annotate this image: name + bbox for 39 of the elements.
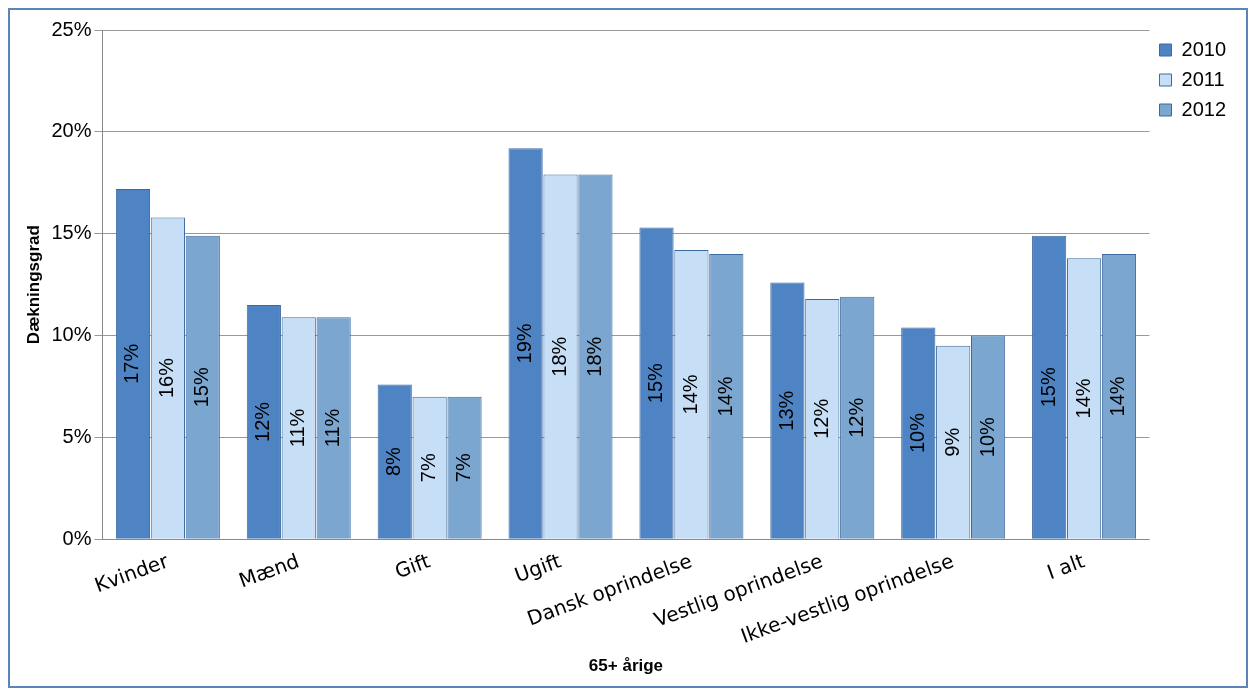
legend-label: 2011 xyxy=(1181,67,1225,90)
y-tick-label: 5% xyxy=(62,424,92,447)
x-tick-label: Ugift xyxy=(511,548,565,588)
data-label: 18% xyxy=(548,336,571,377)
y-tick-label: 0% xyxy=(62,526,92,549)
x-tick-label: Gift xyxy=(391,548,434,584)
data-label: 12% xyxy=(251,401,274,442)
data-label: 12% xyxy=(844,397,867,438)
legend-label: 2010 xyxy=(1181,37,1227,60)
y-tick-label: 25% xyxy=(51,17,92,40)
data-label: 7% xyxy=(452,453,475,483)
data-label: 15% xyxy=(1036,367,1059,408)
data-label: 13% xyxy=(774,390,797,431)
data-label: 10% xyxy=(905,412,928,454)
x-tick-label: I alt xyxy=(1043,548,1088,585)
data-label: 15% xyxy=(190,367,213,408)
y-tick-label: 10% xyxy=(51,323,92,346)
data-label: 15% xyxy=(644,362,667,404)
data-label: 18% xyxy=(582,336,605,377)
data-label: 17% xyxy=(120,343,143,384)
legend-label: 2012 xyxy=(1181,97,1227,120)
y-tick-label: 15% xyxy=(51,221,92,244)
data-label: 10% xyxy=(975,416,998,458)
data-label: 12% xyxy=(809,398,832,439)
data-label: 14% xyxy=(1071,378,1094,419)
data-label: 14% xyxy=(713,376,736,417)
x-tick-label: Mænd xyxy=(235,548,303,593)
data-label: 11% xyxy=(286,408,309,448)
y-axis-title: Dækningsgrad xyxy=(23,225,43,345)
data-label: 16% xyxy=(155,357,178,399)
data-label: 7% xyxy=(417,453,440,483)
data-label: 14% xyxy=(1106,376,1129,417)
data-label: 11% xyxy=(321,408,344,448)
data-label: 14% xyxy=(678,374,701,415)
data-label: 19% xyxy=(513,323,536,364)
data-label: 8% xyxy=(382,446,405,477)
y-tick-label: 20% xyxy=(51,119,92,142)
data-label: 9% xyxy=(940,427,963,457)
x-axis-title: 65+ årige xyxy=(588,656,664,676)
